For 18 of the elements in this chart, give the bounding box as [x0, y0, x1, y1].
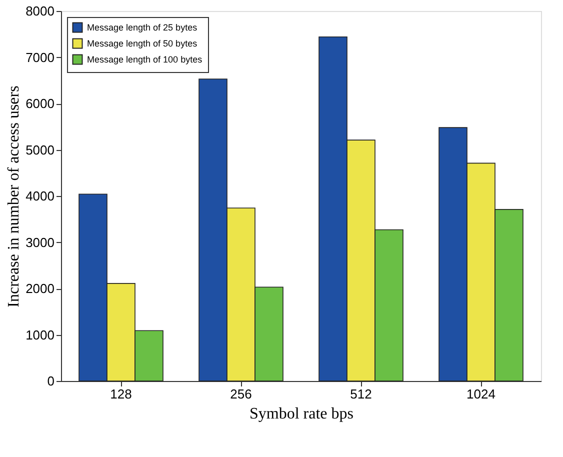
y-tick-label: 0 [47, 374, 54, 388]
y-tick-label: 6000 [26, 96, 54, 111]
legend-label: Message length of 50 bytes [87, 38, 198, 48]
x-axis-title: Symbol rate bps [250, 406, 354, 422]
y-tick-label: 2000 [26, 281, 54, 296]
y-tick-label: 7000 [26, 50, 54, 65]
x-tick-label: 256 [230, 386, 252, 402]
legend-label: Message length of 25 bytes [87, 22, 198, 32]
legend-label: Message length of 100 bytes [87, 54, 203, 64]
y-axis-title: Increase in number of access users [6, 86, 23, 308]
x-tick-label: 1024 [466, 386, 496, 402]
y-tick-label: 5000 [26, 142, 54, 158]
y-tick-label: 4000 [26, 188, 54, 204]
y-tick-label: 3000 [26, 234, 54, 250]
x-tick-label: 128 [110, 386, 132, 402]
y-tick-label: 8000 [26, 4, 54, 18]
y-tick-label: 1000 [26, 327, 54, 342]
x-tick-label: 512 [350, 386, 372, 402]
